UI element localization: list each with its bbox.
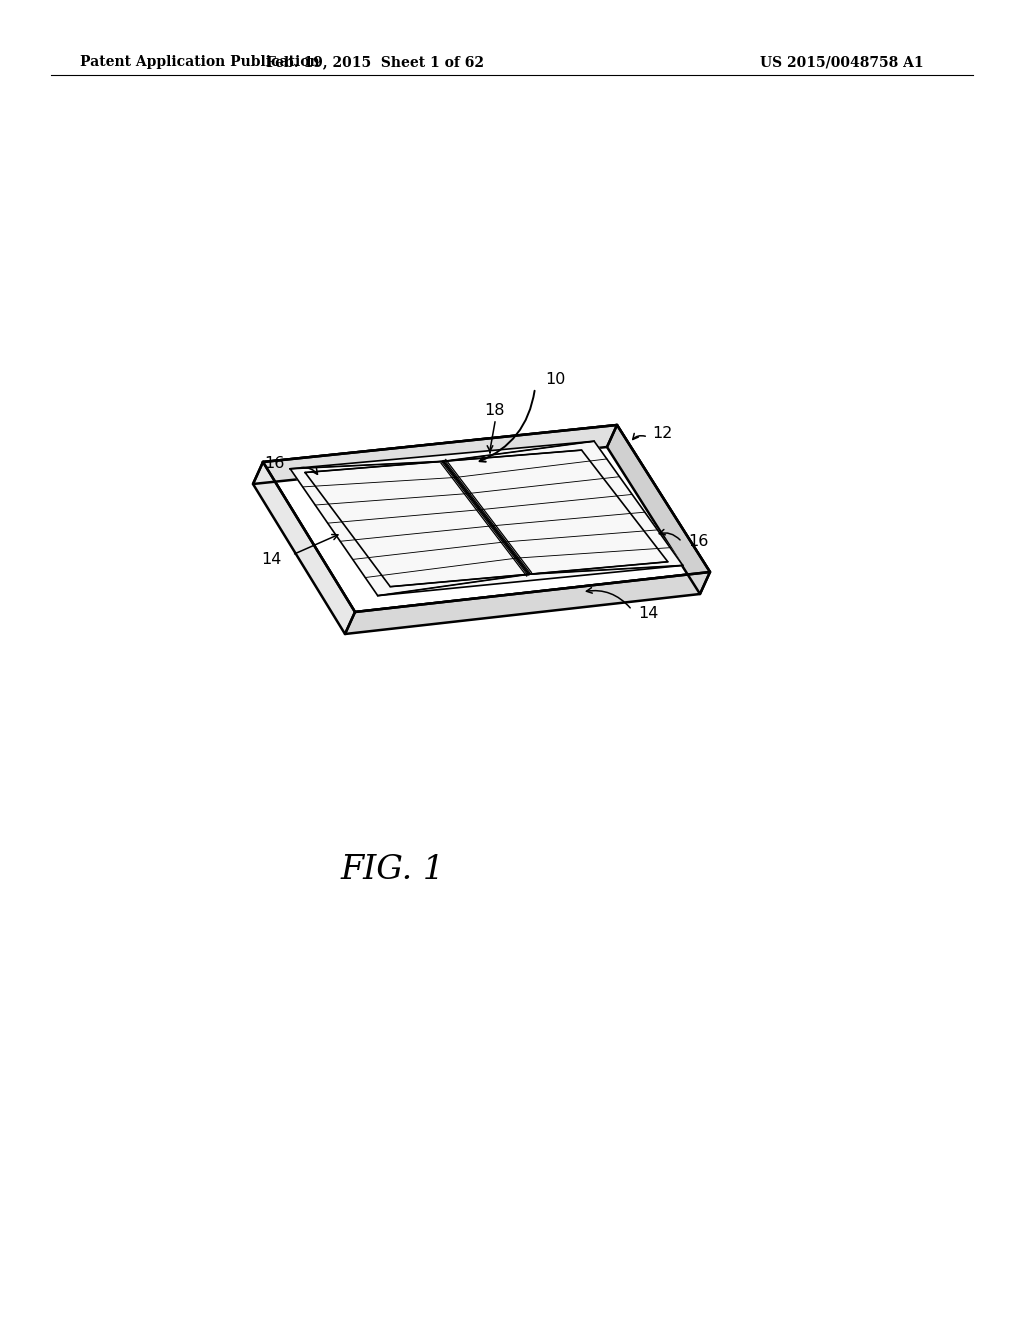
Text: 14: 14: [261, 553, 282, 568]
Text: 16: 16: [264, 457, 285, 471]
Text: 10: 10: [545, 372, 565, 388]
Polygon shape: [253, 462, 355, 634]
Polygon shape: [253, 425, 617, 484]
Polygon shape: [345, 572, 710, 634]
Polygon shape: [607, 425, 710, 594]
Text: Patent Application Publication: Patent Application Publication: [80, 55, 319, 69]
Polygon shape: [263, 425, 710, 612]
Text: US 2015/0048758 A1: US 2015/0048758 A1: [760, 55, 924, 69]
Text: Feb. 19, 2015  Sheet 1 of 62: Feb. 19, 2015 Sheet 1 of 62: [266, 55, 484, 69]
Text: 12: 12: [652, 426, 673, 441]
Text: 18: 18: [484, 403, 505, 418]
Text: 16: 16: [688, 535, 709, 549]
Polygon shape: [290, 441, 683, 595]
Text: 14: 14: [638, 606, 658, 622]
Text: FIG. 1: FIG. 1: [340, 854, 444, 886]
